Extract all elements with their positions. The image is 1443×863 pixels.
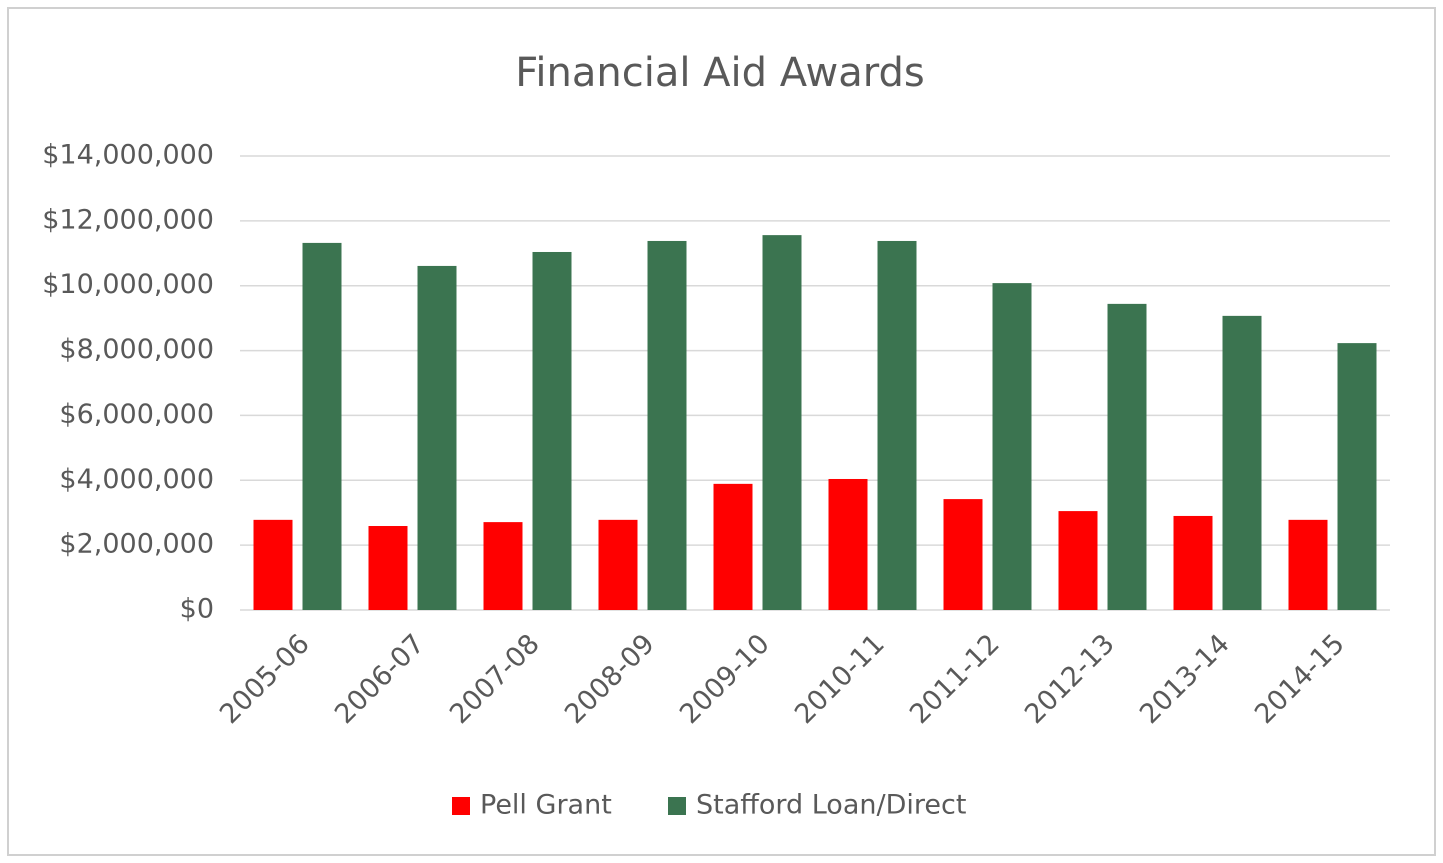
bar — [1288, 519, 1328, 610]
bar — [877, 240, 917, 610]
chart-title: Financial Aid Awards — [515, 50, 924, 96]
bar — [598, 519, 638, 610]
y-tick-label: $10,000,000 — [42, 269, 214, 300]
bar — [1173, 515, 1213, 610]
legend-label: Stafford Loan/Direct — [696, 790, 966, 821]
bar — [302, 242, 342, 610]
bar — [368, 526, 408, 610]
y-tick-label: $6,000,000 — [59, 399, 214, 430]
y-tick-label: $12,000,000 — [42, 204, 214, 235]
y-tick-label: $4,000,000 — [59, 464, 214, 495]
bar — [992, 283, 1032, 610]
bar — [943, 499, 983, 610]
bar — [713, 483, 753, 610]
legend-swatch — [452, 797, 470, 815]
bar — [828, 478, 868, 610]
legend-label: Pell Grant — [480, 790, 612, 821]
y-tick-label: $2,000,000 — [59, 529, 214, 560]
bar — [762, 235, 802, 610]
bar — [1058, 511, 1098, 610]
bar — [532, 251, 572, 610]
chart-frame — [7, 7, 1436, 856]
bar — [1222, 315, 1262, 610]
bar — [647, 240, 687, 610]
bar — [483, 522, 523, 610]
bar — [1337, 343, 1377, 610]
bar — [1107, 303, 1147, 610]
bar — [253, 519, 293, 610]
y-tick-label: $0 — [180, 594, 214, 625]
y-tick-label: $8,000,000 — [59, 334, 214, 365]
bar — [417, 265, 457, 610]
y-tick-label: $14,000,000 — [42, 140, 214, 171]
legend-swatch — [668, 797, 686, 815]
